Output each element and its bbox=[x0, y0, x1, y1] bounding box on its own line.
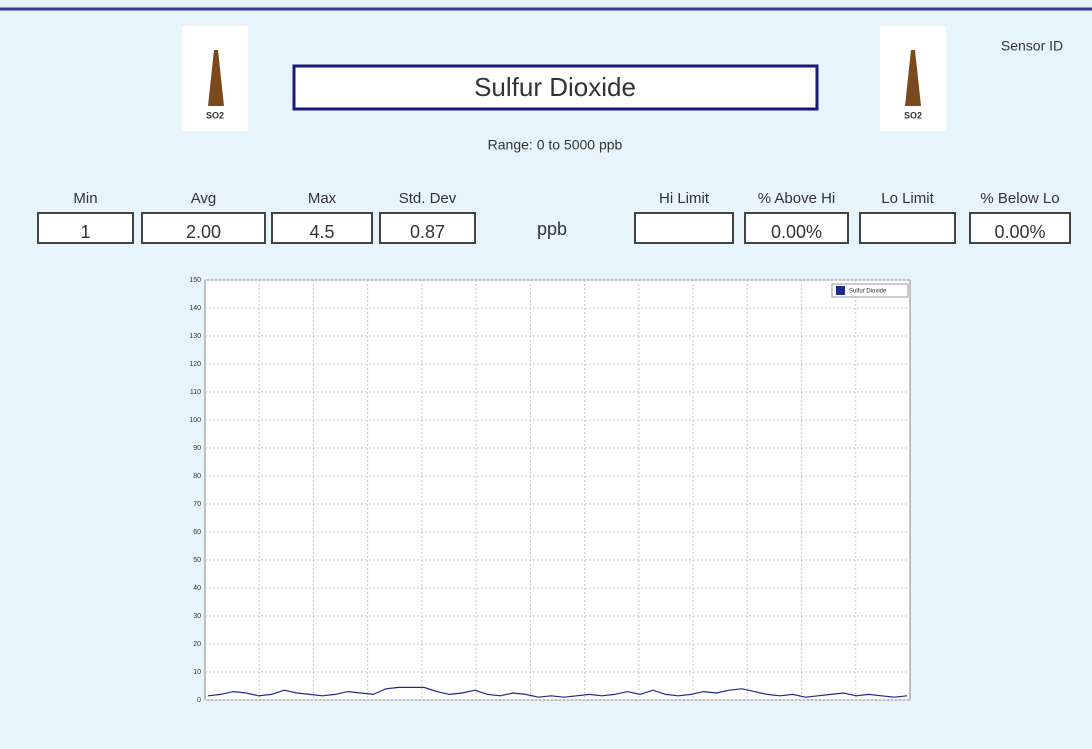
sensor-id: Sensor ID bbox=[1001, 38, 1063, 54]
stat-label: Avg bbox=[191, 190, 217, 207]
y-tick-label: 130 bbox=[189, 333, 201, 340]
icon-left-label: SO2 bbox=[206, 110, 224, 120]
title: Sulfur Dioxide bbox=[474, 72, 636, 102]
stat-value: 0.00% bbox=[994, 222, 1045, 242]
y-tick-label: 100 bbox=[189, 417, 201, 424]
stat-label: Hi Limit bbox=[659, 190, 710, 207]
range: Range: 0 to 5000 ppb bbox=[488, 137, 623, 153]
stat-box bbox=[271, 212, 373, 244]
legend-box bbox=[831, 283, 909, 298]
y-tick-label: 80 bbox=[193, 473, 201, 480]
y-tick-label: 30 bbox=[193, 613, 201, 620]
y-tick-label: 40 bbox=[193, 585, 201, 592]
stat-label: Lo Limit bbox=[881, 190, 934, 207]
line-series bbox=[207, 686, 908, 698]
stat-value: 1 bbox=[80, 222, 90, 242]
y-tick-label: 140 bbox=[189, 305, 201, 312]
icon-right-tower bbox=[905, 50, 921, 106]
y-tick-label: 120 bbox=[189, 361, 201, 368]
stat-value: 4.5 bbox=[309, 222, 334, 242]
unit: ppb bbox=[537, 219, 567, 239]
stat-box bbox=[634, 212, 734, 244]
icon-right-label: SO2 bbox=[904, 110, 922, 120]
stat-box bbox=[141, 212, 266, 244]
stat-label: Max bbox=[308, 190, 337, 207]
stat-value: 0.00% bbox=[771, 222, 822, 242]
stat-label: % Below Lo bbox=[980, 190, 1059, 207]
y-tick-label: 50 bbox=[193, 557, 201, 564]
legend-label: Sulfur Dioxide bbox=[849, 289, 887, 295]
icon-left-tower bbox=[208, 50, 224, 106]
stat-box bbox=[744, 212, 849, 244]
stat-box bbox=[37, 212, 134, 244]
y-tick-label: 70 bbox=[193, 501, 201, 508]
stat-box bbox=[379, 212, 476, 244]
y-tick-label: 150 bbox=[189, 277, 201, 284]
y-tick-label: 60 bbox=[193, 529, 201, 536]
stat-label: Min bbox=[73, 190, 97, 207]
stat-box bbox=[859, 212, 956, 244]
legend-swatch bbox=[836, 286, 845, 295]
stat-box bbox=[969, 212, 1071, 244]
y-tick-label: 110 bbox=[190, 389, 201, 396]
stat-label: % Above Hi bbox=[758, 190, 836, 207]
title-box bbox=[292, 64, 819, 111]
stat-label: Std. Dev bbox=[399, 190, 457, 207]
y-tick-label: 0 bbox=[197, 697, 201, 704]
y-tick-label: 10 bbox=[193, 669, 201, 676]
stat-value: 0.87 bbox=[410, 222, 445, 242]
plot-area bbox=[204, 279, 911, 701]
stat-value: 2.00 bbox=[186, 222, 221, 242]
y-tick-label: 90 bbox=[193, 445, 201, 452]
y-tick-label: 20 bbox=[193, 641, 201, 648]
